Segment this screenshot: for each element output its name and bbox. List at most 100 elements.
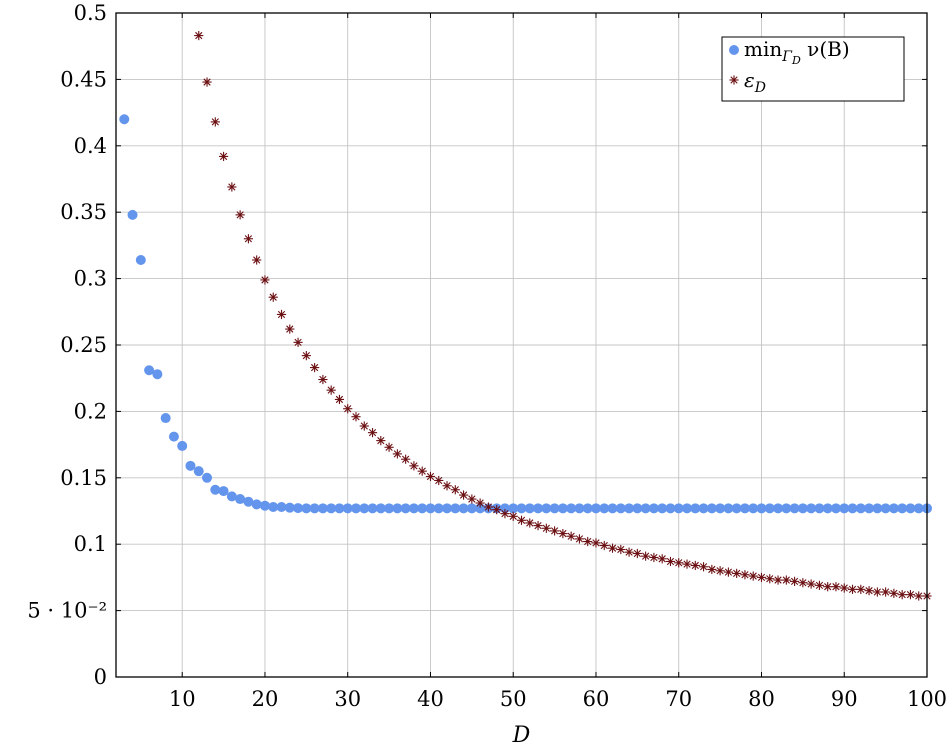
asterisk-stroke xyxy=(302,351,310,360)
data-point-min-nu xyxy=(756,503,767,514)
asterisk-stroke xyxy=(873,588,881,596)
data-point-min-nu xyxy=(814,503,825,514)
asterisk-stroke xyxy=(327,386,335,394)
data-point-epsilon-d xyxy=(442,481,452,491)
asterisk-stroke xyxy=(782,576,790,584)
asterisk-stroke xyxy=(848,585,857,593)
asterisk-stroke xyxy=(890,589,898,597)
data-point-min-nu xyxy=(773,503,784,514)
data-point-epsilon-d xyxy=(881,587,891,597)
data-point-epsilon-d xyxy=(194,30,204,41)
data-point-min-nu xyxy=(160,413,171,424)
y-tick-label: 5 · 10⁻² xyxy=(27,599,107,623)
data-point-min-nu xyxy=(235,494,246,505)
grid-lines xyxy=(116,12,928,678)
data-point-min-nu xyxy=(127,209,138,220)
asterisk-stroke xyxy=(915,592,923,600)
asterisk-stroke xyxy=(377,436,385,445)
data-point-epsilon-d xyxy=(632,548,642,559)
legend-label-min: min xyxy=(744,37,782,61)
y-tick-label: 0.45 xyxy=(60,67,107,91)
legend: minΓD ν(B) εD xyxy=(721,36,905,102)
data-point-epsilon-d xyxy=(417,466,427,476)
data-point-min-nu xyxy=(268,502,279,513)
data-point-epsilon-d xyxy=(756,572,767,582)
asterisk-stroke xyxy=(757,573,766,582)
data-point-epsilon-d xyxy=(293,337,303,347)
legend-label-epsilon: εD xyxy=(744,68,766,96)
data-point-min-nu xyxy=(905,503,916,514)
data-point-min-nu xyxy=(516,503,527,514)
data-point-min-nu xyxy=(839,503,850,514)
data-point-epsilon-d xyxy=(682,559,692,569)
data-point-min-nu xyxy=(417,503,428,514)
data-point-epsilon-d xyxy=(533,521,543,531)
asterisk-stroke xyxy=(368,429,377,437)
data-point-epsilon-d xyxy=(434,475,444,486)
data-point-epsilon-d xyxy=(905,590,916,600)
asterisk-stroke xyxy=(675,559,683,567)
data-point-min-nu xyxy=(855,503,866,514)
data-point-min-nu xyxy=(442,503,453,514)
data-point-min-nu xyxy=(210,484,221,495)
data-point-epsilon-d xyxy=(260,275,270,285)
data-point-epsilon-d xyxy=(243,234,254,244)
legend-marker-min-nu xyxy=(729,45,739,55)
asterisk-stroke xyxy=(501,510,509,518)
data-point-min-nu xyxy=(450,503,461,514)
asterisk-stroke xyxy=(641,552,650,560)
asterisk-stroke xyxy=(584,537,592,546)
data-point-epsilon-d xyxy=(889,588,899,598)
asterisk-stroke xyxy=(865,587,873,595)
data-point-epsilon-d xyxy=(698,562,709,572)
data-point-min-nu xyxy=(243,496,254,507)
asterisk-stroke xyxy=(559,529,567,538)
asterisk-stroke xyxy=(633,549,641,558)
data-point-epsilon-d xyxy=(202,77,212,87)
data-point-min-nu xyxy=(682,503,693,514)
legend-label-epsilon-subscript: D xyxy=(754,80,766,96)
data-point-min-nu xyxy=(466,503,477,514)
legend-asterisk-marker xyxy=(729,75,739,85)
asterisk-stroke xyxy=(244,235,253,243)
data-point-epsilon-d xyxy=(674,558,684,568)
asterisk-stroke xyxy=(650,553,658,562)
data-point-epsilon-d xyxy=(252,255,262,265)
legend-label-d-subscript: D xyxy=(791,54,801,67)
data-point-epsilon-d xyxy=(847,584,858,594)
asterisk-stroke xyxy=(269,293,277,301)
data-point-min-nu xyxy=(723,503,734,514)
data-point-epsilon-d xyxy=(541,523,551,533)
legend-label-epsilon-main: ε xyxy=(744,68,755,92)
x-tick-label: 30 xyxy=(334,687,361,711)
asterisk-stroke xyxy=(625,548,633,556)
data-point-epsilon-d xyxy=(508,511,518,521)
data-point-epsilon-d xyxy=(467,494,477,504)
asterisk-stroke xyxy=(261,276,269,284)
data-point-min-nu xyxy=(599,503,610,514)
asterisk-stroke xyxy=(253,256,261,264)
y-axis-tick-labels: 0 5 · 10⁻² 0.1 0.15 0.2 0.25 0.3 0.35 0.4 0.45 0.5 xyxy=(27,1,107,689)
x-tick-label: 20 xyxy=(252,687,279,711)
data-point-min-nu xyxy=(425,503,436,514)
data-point-min-nu xyxy=(888,503,899,514)
data-point-min-nu xyxy=(375,503,386,514)
data-point-epsilon-d xyxy=(831,582,841,592)
asterisk-stroke xyxy=(203,78,211,86)
data-point-epsilon-d xyxy=(607,543,618,553)
data-point-min-nu xyxy=(384,503,395,514)
data-point-min-nu xyxy=(706,503,717,514)
data-point-epsilon-d xyxy=(334,394,345,405)
data-point-epsilon-d xyxy=(823,582,833,592)
data-point-epsilon-d xyxy=(235,210,245,220)
data-point-min-nu xyxy=(293,503,304,514)
data-point-min-nu xyxy=(574,503,585,514)
asterisk-stroke xyxy=(542,524,550,532)
x-axis-tick-labels: 10 20 30 40 50 60 70 80 90 100 xyxy=(169,687,947,711)
data-point-epsilon-d xyxy=(765,574,775,584)
data-point-epsilon-d xyxy=(326,385,336,395)
data-point-min-nu xyxy=(259,500,270,511)
data-point-min-nu xyxy=(458,503,469,514)
data-point-min-nu xyxy=(226,491,237,502)
data-point-min-nu xyxy=(632,503,643,514)
